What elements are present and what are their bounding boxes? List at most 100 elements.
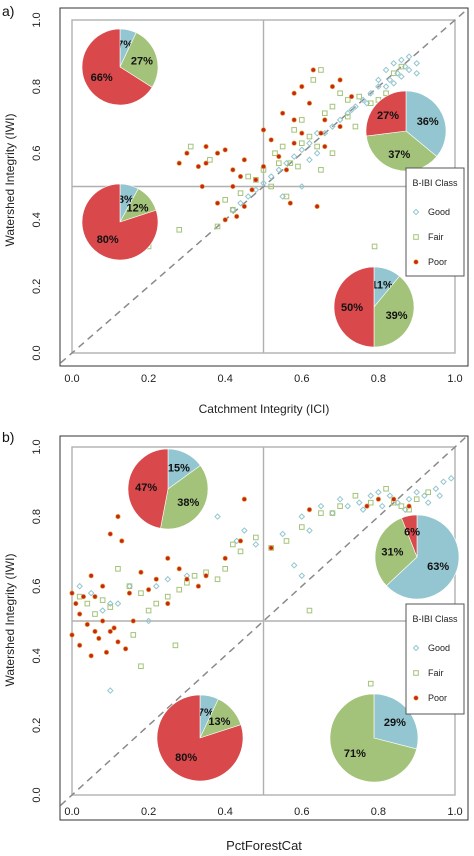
panel-a-point-good (298, 183, 306, 190)
panel-a-xtick-label: 1.0 (447, 373, 462, 385)
panel-a-point-poor (291, 90, 297, 96)
panel-b-point-fair (383, 485, 389, 492)
panel-b-point-poor (306, 507, 313, 513)
panel-a-legend-title: B-IBI Class (412, 178, 458, 188)
panel-b-ytick-label: 0.8 (31, 509, 43, 524)
panel-b-point-good (298, 572, 306, 580)
panel-b-point-fair (367, 499, 374, 506)
panel-b-point-fair (337, 503, 343, 509)
panel-a-pie-label-good: 8% (118, 194, 134, 206)
panel-a-point-fair (329, 103, 336, 110)
panel-a-point-good (405, 66, 413, 74)
panel-b-plot: 0.0 0.2 0.4 0.6 0.8 1.0 0.0 0.2 0.4 0.6 0.8 1.0 15% 3… (31, 435, 469, 821)
panel-b-point-poor (375, 496, 381, 502)
panel-b-pie-lower-right: 29% 71% (329, 693, 419, 783)
panel-a-legend-fair-label: Fair (428, 232, 444, 242)
panel-b-point-fair (172, 642, 179, 649)
panel-b-pie-label-poor: 80% (175, 752, 197, 764)
panel-a-point-good (275, 166, 283, 174)
panel-a-point-good (306, 139, 313, 147)
panel-b-point-good (344, 502, 352, 510)
panel-b-point-poor (107, 531, 113, 537)
panel-b-point-fair (126, 583, 133, 590)
panel-a-pie-slice-poor (333, 266, 375, 348)
panel-a-point-good (413, 69, 421, 77)
panel-a-point-poor (329, 84, 335, 90)
panel-b-point-poor (146, 587, 152, 593)
panel-b-point-poor (100, 583, 106, 589)
panel-b-point-poor (176, 566, 182, 572)
panel-b-pie-label-poor: 47% (135, 482, 157, 494)
panel-a-xlabel: Catchment Integrity (ICI) (199, 402, 330, 416)
panel-b-point-good (241, 527, 248, 534)
panel-a-point-poor (222, 217, 228, 223)
panel-b-point-poor (203, 573, 209, 579)
panel-a-point-poor (322, 143, 328, 150)
panel-a-point-poor (249, 187, 255, 193)
panel-a-pie-label-good: 11% (371, 279, 393, 291)
panel-a-point-poor (199, 183, 205, 190)
panel-a-point-fair (268, 183, 274, 190)
panel-a-point-fair (230, 207, 236, 213)
panel-b-point-good (76, 582, 83, 590)
panel-b-point-good (424, 499, 432, 506)
panel-a-point-fair (329, 150, 336, 156)
panel-b-point-good (336, 495, 344, 503)
panel-a-point-good (398, 56, 405, 64)
panel-a-point-poor (222, 147, 228, 153)
panel-b-point-fair (318, 510, 324, 516)
panel-a-ylabel: Watershed Integrity (IWI) (3, 114, 17, 247)
panel-a-point-good (336, 116, 344, 124)
panel-a-pie-label-poor: 66% (91, 72, 113, 84)
panel-a-point-fair (352, 123, 359, 130)
panel-b-point-fair (130, 632, 137, 638)
panel-a-ytick-label: 0.0 (31, 345, 43, 360)
panel-b-legend-marker-good (412, 644, 420, 652)
panel-a-point-poor (280, 110, 286, 116)
panel-b-point-good (375, 488, 382, 496)
panel-a-ytick-label: 0.2 (31, 279, 43, 294)
panel-b-point-poor (237, 538, 244, 544)
panel-a: 0.0 0.2 0.4 0.6 0.8 1.00.00.20.40.60.81.07%27… (2, 3, 469, 416)
panel-a-point-good (244, 193, 252, 200)
panel-a-label: a) (2, 3, 14, 19)
panel-b-point-fair (214, 576, 221, 583)
panel-b-point-poor (96, 635, 102, 641)
panel-b-points (69, 475, 455, 694)
panel-b-ytick-label: 0.4 (31, 648, 43, 663)
panel-b-point-good (355, 499, 363, 506)
panel-b-point-good (359, 506, 367, 513)
panel-a-point-fair (237, 190, 244, 196)
panel-a-point-fair (276, 160, 282, 166)
panel-a-point-fair (214, 223, 221, 230)
panel-b-point-poor (241, 496, 247, 502)
panel-b-point-poor (126, 590, 133, 596)
panel-b-pie-slice-fair (329, 693, 417, 783)
panel-a-pie-slice-fair (365, 130, 438, 172)
panel-a-point-good (290, 153, 298, 160)
panel-a-point-good (386, 76, 394, 84)
panel-a-point-poor (318, 130, 324, 136)
panel-a-point-poor (287, 200, 293, 206)
panel-b-point-poor (130, 618, 136, 624)
panel-a-pie-slice-poor (81, 183, 159, 261)
panel-b-point-good (298, 513, 306, 520)
panel-b-ytick-label: 0.6 (31, 579, 43, 594)
panel-b-label: b) (2, 429, 14, 445)
panel-a-point-good (375, 83, 382, 90)
panel-b-point-fair (153, 600, 160, 607)
panel-a-point-good (344, 109, 352, 117)
panel-b-point-poor (391, 496, 397, 502)
panel-b-point-poor (153, 576, 159, 582)
panel-a-point-good (367, 89, 375, 97)
panel-b-point-poor (222, 555, 228, 561)
panel-b-point-good (386, 492, 394, 500)
panel-b-pie-label-good: 7% (198, 707, 214, 719)
panel-a-legend-marker-good (412, 208, 420, 216)
panel-a-xtick-label: 0.6 (294, 373, 309, 385)
panel-a-point-poor (306, 100, 313, 106)
panel-a-point-fair (222, 197, 228, 203)
panel-a-point-poor (241, 157, 247, 163)
panel-b-xtick-label: 0.4 (218, 806, 233, 818)
panel-b-point-good (106, 600, 114, 607)
